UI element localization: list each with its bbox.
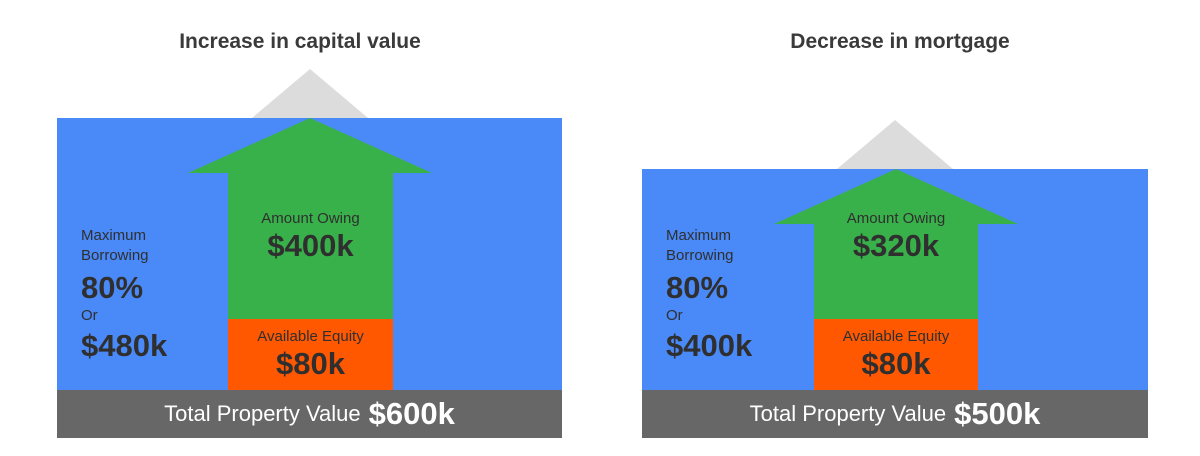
panel-title: Increase in capital value (179, 30, 421, 53)
amount-owing-text: Amount Owing $400k (228, 210, 393, 264)
max-borrowing-percent: 80% (666, 270, 729, 305)
amount-owing-label: Amount Owing (846, 210, 946, 227)
max-borrowing-label-line2: Borrowing (81, 247, 149, 264)
available-equity-label: Available Equity (842, 328, 950, 345)
available-equity-text: Available Equity $80k (814, 328, 978, 382)
available-equity-value: $80k (276, 346, 345, 381)
total-property-value-label: Total Property Value (749, 401, 947, 426)
available-equity-value: $80k (861, 346, 931, 381)
available-equity-label: Available Equity (257, 328, 364, 345)
max-borrowing-label-line1: Maximum (666, 227, 732, 244)
available-equity-block (228, 319, 393, 390)
or-label: Or (81, 307, 98, 324)
amount-owing-block (228, 173, 393, 319)
max-borrowing-amount: $480k (81, 328, 168, 363)
available-equity-block (814, 319, 978, 390)
arrow-head (188, 118, 432, 173)
amount-owing-block (814, 224, 978, 319)
or-label: Or (666, 307, 683, 324)
amount-owing-value: $320k (852, 228, 940, 263)
roof-triangle (837, 120, 953, 169)
panel-title: Decrease in mortgage (790, 30, 1010, 53)
max-borrowing-percent: 80% (81, 270, 144, 305)
amount-owing-text: Amount Owing $320k (814, 210, 978, 264)
total-property-value-label: Total Property Value (164, 401, 361, 426)
max-borrowing-label-line2: Borrowing (666, 247, 734, 264)
roof-triangle (252, 69, 368, 118)
max-borrowing-label-line1: Maximum (81, 227, 147, 244)
amount-owing-value: $400k (267, 228, 354, 263)
available-equity-text: Available Equity $80k (228, 328, 393, 382)
max-borrowing-amount: $400k (666, 328, 753, 363)
max-borrowing-text: Maximum Borrowing 80% Or $400k (666, 226, 752, 364)
mortgage-decrease-panel: Decrease in mortgage Maximum Borrowing 8… (600, 0, 1200, 456)
capital-value-panel: Increase in capital value Maximum Borrow… (57, 30, 562, 438)
total-property-value-amount: $500k (954, 396, 1041, 431)
total-property-value-bar: Total Property Value $500k (642, 390, 1148, 438)
amount-owing-label: Amount Owing (261, 210, 360, 227)
arrow-head (774, 169, 1018, 224)
total-property-value-amount: $600k (368, 396, 455, 431)
total-property-value-bar: Total Property Value $600k (57, 390, 562, 438)
max-borrowing-text: Maximum Borrowing 80% Or $480k (81, 226, 167, 364)
